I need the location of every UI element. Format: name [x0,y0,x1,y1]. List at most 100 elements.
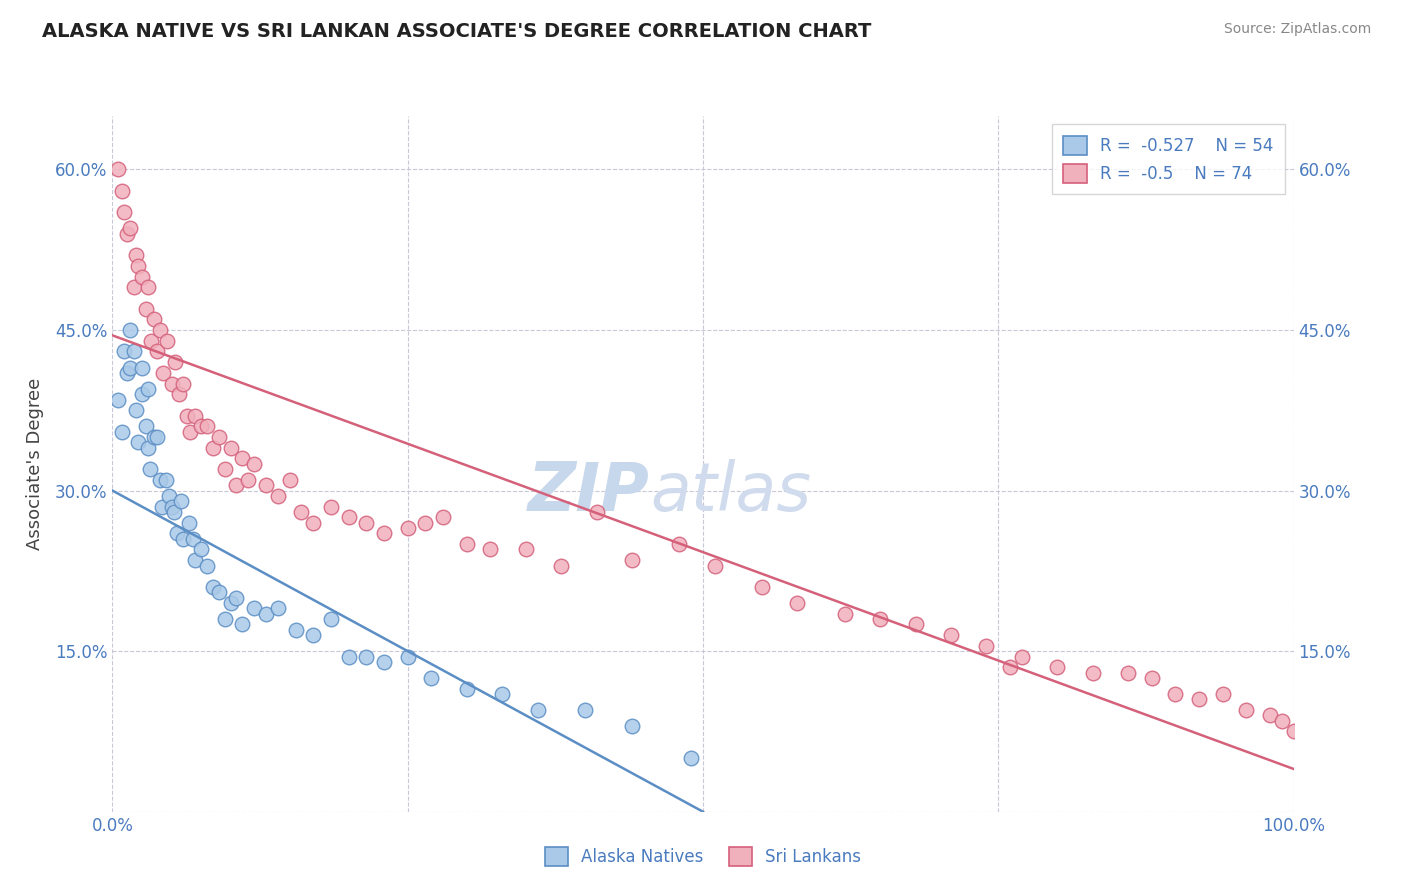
Point [1234,703,1257,717]
Point [396,649,419,664]
Point [225,591,247,605]
Point [219,596,242,610]
Point [163,505,186,519]
Point [146,430,169,444]
Point [136,382,159,396]
Point [176,409,198,423]
Point [208,430,231,444]
Point [231,451,253,466]
Point [112,344,135,359]
Point [190,542,212,557]
Point [1011,649,1033,664]
Point [219,441,242,455]
Point [184,553,207,567]
Point [998,660,1021,674]
Point [160,376,183,391]
Point [157,489,180,503]
Point [150,500,173,514]
Point [136,280,159,294]
Point [1164,687,1187,701]
Point [356,649,378,664]
Point [201,441,224,455]
Point [585,505,607,519]
Point [1116,665,1139,680]
Point [201,580,224,594]
Point [432,510,454,524]
Legend: Alaska Natives, Sri Lankans: Alaska Natives, Sri Lankans [538,840,868,873]
Point [904,617,927,632]
Point [149,323,172,337]
Point [302,628,325,642]
Point [160,500,183,514]
Point [1140,671,1163,685]
Point [131,360,153,375]
Point [225,478,247,492]
Point [254,607,277,621]
Text: atlas: atlas [650,458,811,524]
Point [115,366,138,380]
Point [120,323,142,337]
Point [107,392,129,407]
Point [420,671,443,685]
Point [107,162,129,177]
Point [550,558,572,573]
Point [1258,708,1281,723]
Point [111,425,134,439]
Point [1271,714,1294,728]
Point [214,462,236,476]
Point [456,681,478,696]
Point [165,355,187,369]
Point [1046,660,1069,674]
Point [834,607,856,621]
Point [1282,724,1305,739]
Point [976,639,998,653]
Point [491,687,513,701]
Point [111,184,134,198]
Point [337,510,360,524]
Point [703,558,725,573]
Point [172,532,194,546]
Text: ZIP: ZIP [529,458,650,524]
Text: Source: ZipAtlas.com: Source: ZipAtlas.com [1223,22,1371,37]
Point [869,612,891,626]
Point [155,473,177,487]
Point [243,601,266,615]
Text: ALASKA NATIVE VS SRI LANKAN ASSOCIATE'S DEGREE CORRELATION CHART: ALASKA NATIVE VS SRI LANKAN ASSOCIATE'S … [42,22,872,41]
Point [319,612,342,626]
Point [621,553,644,567]
Point [127,259,149,273]
Point [136,441,159,455]
Point [243,457,266,471]
Point [278,473,301,487]
Point [574,703,596,717]
Point [156,334,179,348]
Point [167,387,190,401]
Point [621,719,644,733]
Point [231,617,253,632]
Point [146,344,169,359]
Point [172,376,194,391]
Point [319,500,342,514]
Point [190,419,212,434]
Point [125,248,148,262]
Point [396,521,419,535]
Point [179,516,201,530]
Point [356,516,378,530]
Point [456,537,478,551]
Point [142,312,165,326]
Point [131,387,153,401]
Point [254,478,277,492]
Point [751,580,773,594]
Point [179,425,201,439]
Point [302,516,325,530]
Point [122,280,145,294]
Point [337,649,360,664]
Point [373,526,395,541]
Point [141,334,163,348]
Point [195,419,218,434]
Point [131,269,153,284]
Point [195,558,218,573]
Point [373,655,395,669]
Point [122,344,145,359]
Point [267,489,290,503]
